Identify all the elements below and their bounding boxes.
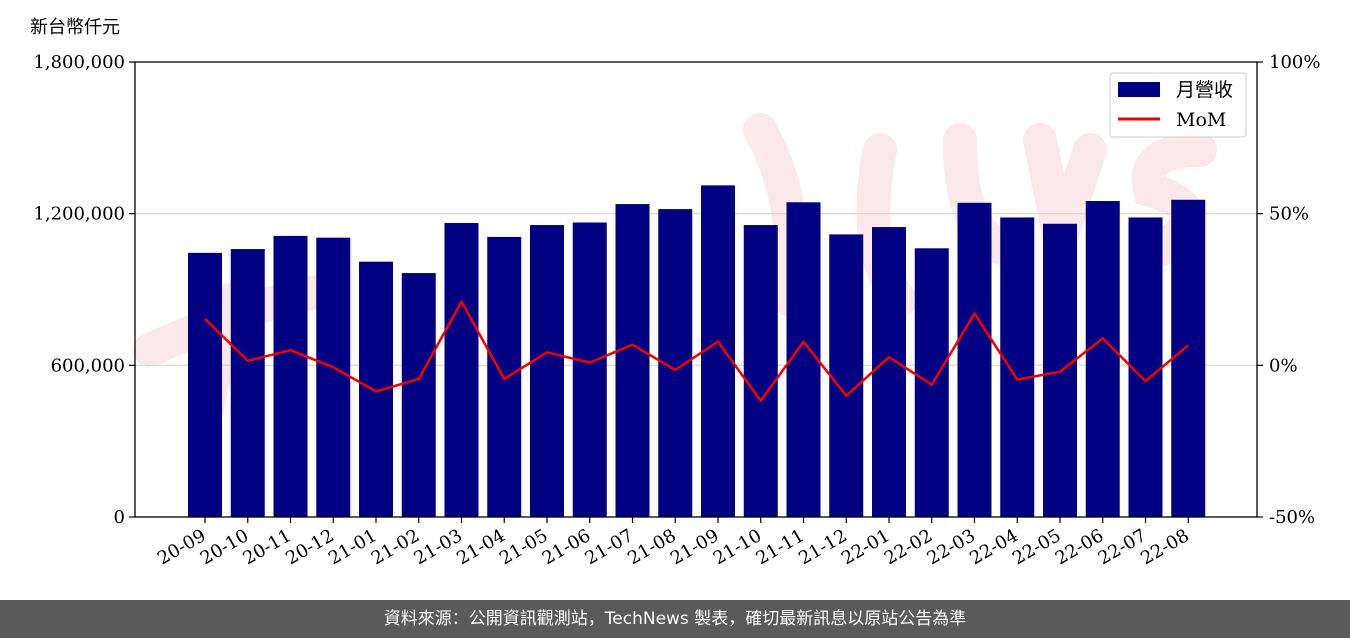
- y-axis-unit-label: 新台幣仟元: [30, 17, 120, 38]
- bar-22-01: [872, 227, 906, 517]
- plot-frame: [134, 61, 1258, 518]
- bar-22-08: [1171, 199, 1206, 517]
- x-tick-label-21-03: 21-03: [411, 525, 466, 569]
- x-tick-label-22-04: 22-04: [966, 525, 1021, 569]
- bar-22-07: [1128, 217, 1163, 518]
- x-tick-label-22-05: 22-05: [1009, 525, 1064, 569]
- bar-21-02: [401, 273, 436, 517]
- bar-21-12: [829, 234, 864, 517]
- legend-swatch-bar: [1118, 82, 1160, 97]
- chart: 0 600,000 1,200,000 1,800,000 -50% 0% 50% 100% 2…: [30, 17, 1320, 569]
- chart-svg: 0 600,000 1,200,000 1,800,000 -50% 0% 50% 100% 2…: [30, 17, 1320, 569]
- x-tick-label-21-08: 21-08: [624, 525, 679, 569]
- x-tick-label-21-02: 21-02: [368, 525, 423, 569]
- bar-21-10: [743, 225, 778, 517]
- x-tick-label-20-12: 20-12: [282, 525, 337, 569]
- bar-22-06: [1085, 201, 1120, 517]
- x-tick-label-22-03: 22-03: [924, 525, 979, 569]
- x-tick-label-21-09: 21-09: [667, 525, 722, 569]
- x-tick-label-21-06: 21-06: [539, 525, 594, 569]
- mom-line: [204, 300, 1190, 403]
- y2-tick-label: -50%: [1269, 507, 1315, 528]
- bar-20-11: [273, 235, 308, 517]
- x-tick-label-21-10: 21-10: [710, 525, 765, 569]
- y2-tick-label: 0%: [1269, 355, 1298, 376]
- bar-21-11: [786, 202, 821, 517]
- x-tick-label-21-01: 21-01: [325, 525, 380, 569]
- bar-22-03: [957, 202, 992, 517]
- bar-22-04: [1000, 217, 1035, 518]
- y-tick-label: 600,000: [51, 355, 125, 376]
- x-tick-label-20-10: 20-10: [197, 525, 252, 569]
- y2-tick-label: 50%: [1269, 204, 1309, 225]
- x-tick-label-21-04: 21-04: [453, 525, 508, 569]
- x-tick-label-22-08: 22-08: [1137, 525, 1192, 569]
- x-tick-label-21-05: 21-05: [496, 525, 551, 569]
- bar-20-12: [316, 237, 351, 518]
- footer-source-note: 資料來源：公開資訊觀測站，TechNews 製表，確切最新訊息以原站公告為準: [0, 600, 1350, 638]
- x-tick-label-20-09: 20-09: [154, 525, 209, 569]
- bar-21-05: [530, 225, 564, 517]
- legend: 月營收 MoM: [1109, 72, 1247, 138]
- bar-21-01: [359, 261, 393, 517]
- x-tick-label-22-07: 22-07: [1095, 525, 1150, 569]
- x-tick-label-21-12: 21-12: [795, 525, 850, 569]
- bar-21-03: [444, 223, 479, 517]
- bar-21-07: [615, 204, 650, 518]
- x-tick-label-22-02: 22-02: [881, 525, 936, 569]
- x-tick-label-21-07: 21-07: [582, 525, 637, 569]
- bar-21-06: [572, 222, 607, 517]
- x-tick-label-22-06: 22-06: [1052, 525, 1107, 569]
- legend-label-bar: 月營收: [1176, 79, 1233, 101]
- x-tick-label-20-11: 20-11: [240, 525, 295, 569]
- y-tick-label: 0: [114, 507, 125, 528]
- x-tick-label-21-11: 21-11: [753, 525, 808, 569]
- bar-20-09: [188, 252, 222, 517]
- x-tick-label-22-01: 22-01: [838, 525, 893, 569]
- bar-21-09: [701, 185, 735, 517]
- legend-label-line: MoM: [1176, 109, 1226, 131]
- y-tick-label: 1,200,000: [33, 204, 125, 225]
- y-tick-label: 1,800,000: [33, 52, 125, 73]
- y2-tick-label: 100%: [1269, 52, 1320, 73]
- bar-20-10: [230, 249, 265, 518]
